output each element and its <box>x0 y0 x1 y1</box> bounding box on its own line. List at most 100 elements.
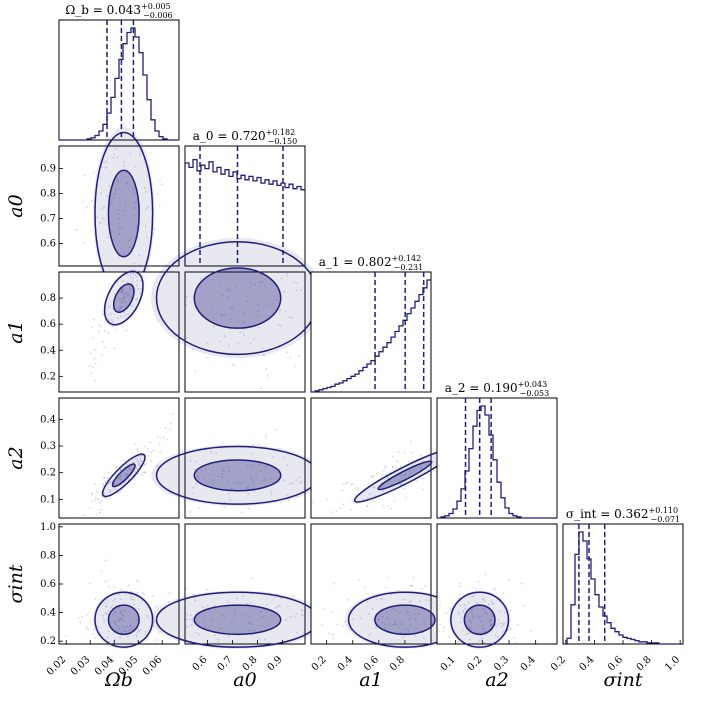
xaxis-label-si: σint <box>604 669 643 691</box>
sample-point <box>259 280 262 283</box>
sample-point <box>246 487 249 489</box>
sample-point <box>381 598 384 600</box>
sample-point <box>118 477 121 480</box>
sample-point <box>97 626 100 628</box>
sample-point <box>103 620 106 623</box>
sample-point <box>247 492 250 495</box>
sample-point <box>366 505 368 508</box>
sample-point <box>321 624 323 626</box>
sample-point <box>123 298 125 300</box>
xtick-label: 0.7 <box>216 654 235 673</box>
sample-point <box>130 590 133 593</box>
sample-point <box>83 514 86 517</box>
sample-point <box>408 618 411 620</box>
sample-point <box>96 491 98 493</box>
sample-point <box>296 496 299 498</box>
sample-point <box>278 604 281 607</box>
sample-point <box>162 436 165 439</box>
sample-point <box>270 493 273 496</box>
sample-point <box>253 283 256 286</box>
histogram-ob <box>59 27 179 141</box>
sample-point <box>282 479 285 482</box>
sample-point <box>135 279 138 282</box>
sample-point <box>223 506 226 508</box>
sample-point <box>139 628 142 631</box>
sample-point <box>390 593 393 596</box>
sample-point <box>127 635 129 638</box>
sample-point <box>94 362 97 365</box>
sample-point <box>114 193 116 195</box>
sample-point <box>102 484 105 487</box>
sample-point <box>96 216 99 219</box>
sample-point <box>282 456 285 459</box>
sample-point <box>241 511 243 514</box>
sample-point <box>123 161 125 164</box>
sample-point <box>194 483 197 485</box>
sample-point <box>88 506 91 509</box>
sample-point <box>126 281 129 283</box>
sample-point <box>91 500 93 503</box>
sample-point <box>138 463 140 466</box>
sample-point <box>272 455 275 458</box>
sample-point <box>101 208 104 211</box>
sample-point <box>185 587 188 590</box>
sample-point <box>136 632 138 634</box>
sample-point <box>113 620 116 623</box>
sample-point <box>227 492 230 495</box>
sample-point <box>116 630 119 633</box>
sample-point <box>133 215 136 217</box>
sample-point <box>284 311 287 313</box>
sample-point <box>398 474 401 477</box>
sample-point <box>111 201 113 204</box>
sample-point <box>103 218 106 221</box>
sample-point <box>266 375 269 377</box>
sample-point <box>237 342 240 345</box>
sample-point <box>114 148 117 150</box>
sample-point <box>243 334 246 336</box>
sample-point <box>194 370 197 373</box>
sample-point <box>395 466 398 469</box>
sample-point <box>213 349 216 352</box>
sample-point <box>399 483 402 486</box>
sample-point <box>301 609 303 612</box>
sample-point <box>156 605 159 608</box>
sample-point <box>481 637 484 640</box>
sample-point <box>492 602 495 605</box>
contour-inner <box>193 604 282 636</box>
sample-point <box>102 313 104 315</box>
sample-point <box>191 620 194 623</box>
sample-point <box>286 272 288 275</box>
sample-point <box>89 619 92 622</box>
sample-point <box>212 308 214 311</box>
sample-point <box>115 611 117 614</box>
sample-point <box>104 481 107 483</box>
sample-point <box>342 503 345 506</box>
sample-point <box>100 166 103 169</box>
sample-point <box>127 473 129 476</box>
sample-point <box>124 459 126 462</box>
sample-point <box>283 290 285 293</box>
sample-point <box>107 331 109 334</box>
sample-point <box>468 628 471 630</box>
sample-point <box>231 307 234 310</box>
sample-point <box>251 623 254 625</box>
sample-point <box>207 604 209 607</box>
sample-point <box>409 600 412 602</box>
sample-point <box>508 579 511 582</box>
sample-point <box>293 615 296 618</box>
sample-point <box>218 627 221 630</box>
sample-point <box>299 482 302 484</box>
sample-point <box>497 623 500 625</box>
sample-point <box>184 603 187 606</box>
sample-point <box>402 636 405 638</box>
sample-point <box>289 616 292 618</box>
sample-point <box>134 207 136 209</box>
sample-point <box>134 166 137 168</box>
sample-point <box>210 473 213 475</box>
sample-point <box>242 321 245 323</box>
sample-point <box>270 615 273 618</box>
density-inner <box>108 170 140 257</box>
sample-point <box>285 619 288 621</box>
sample-point <box>118 226 120 229</box>
